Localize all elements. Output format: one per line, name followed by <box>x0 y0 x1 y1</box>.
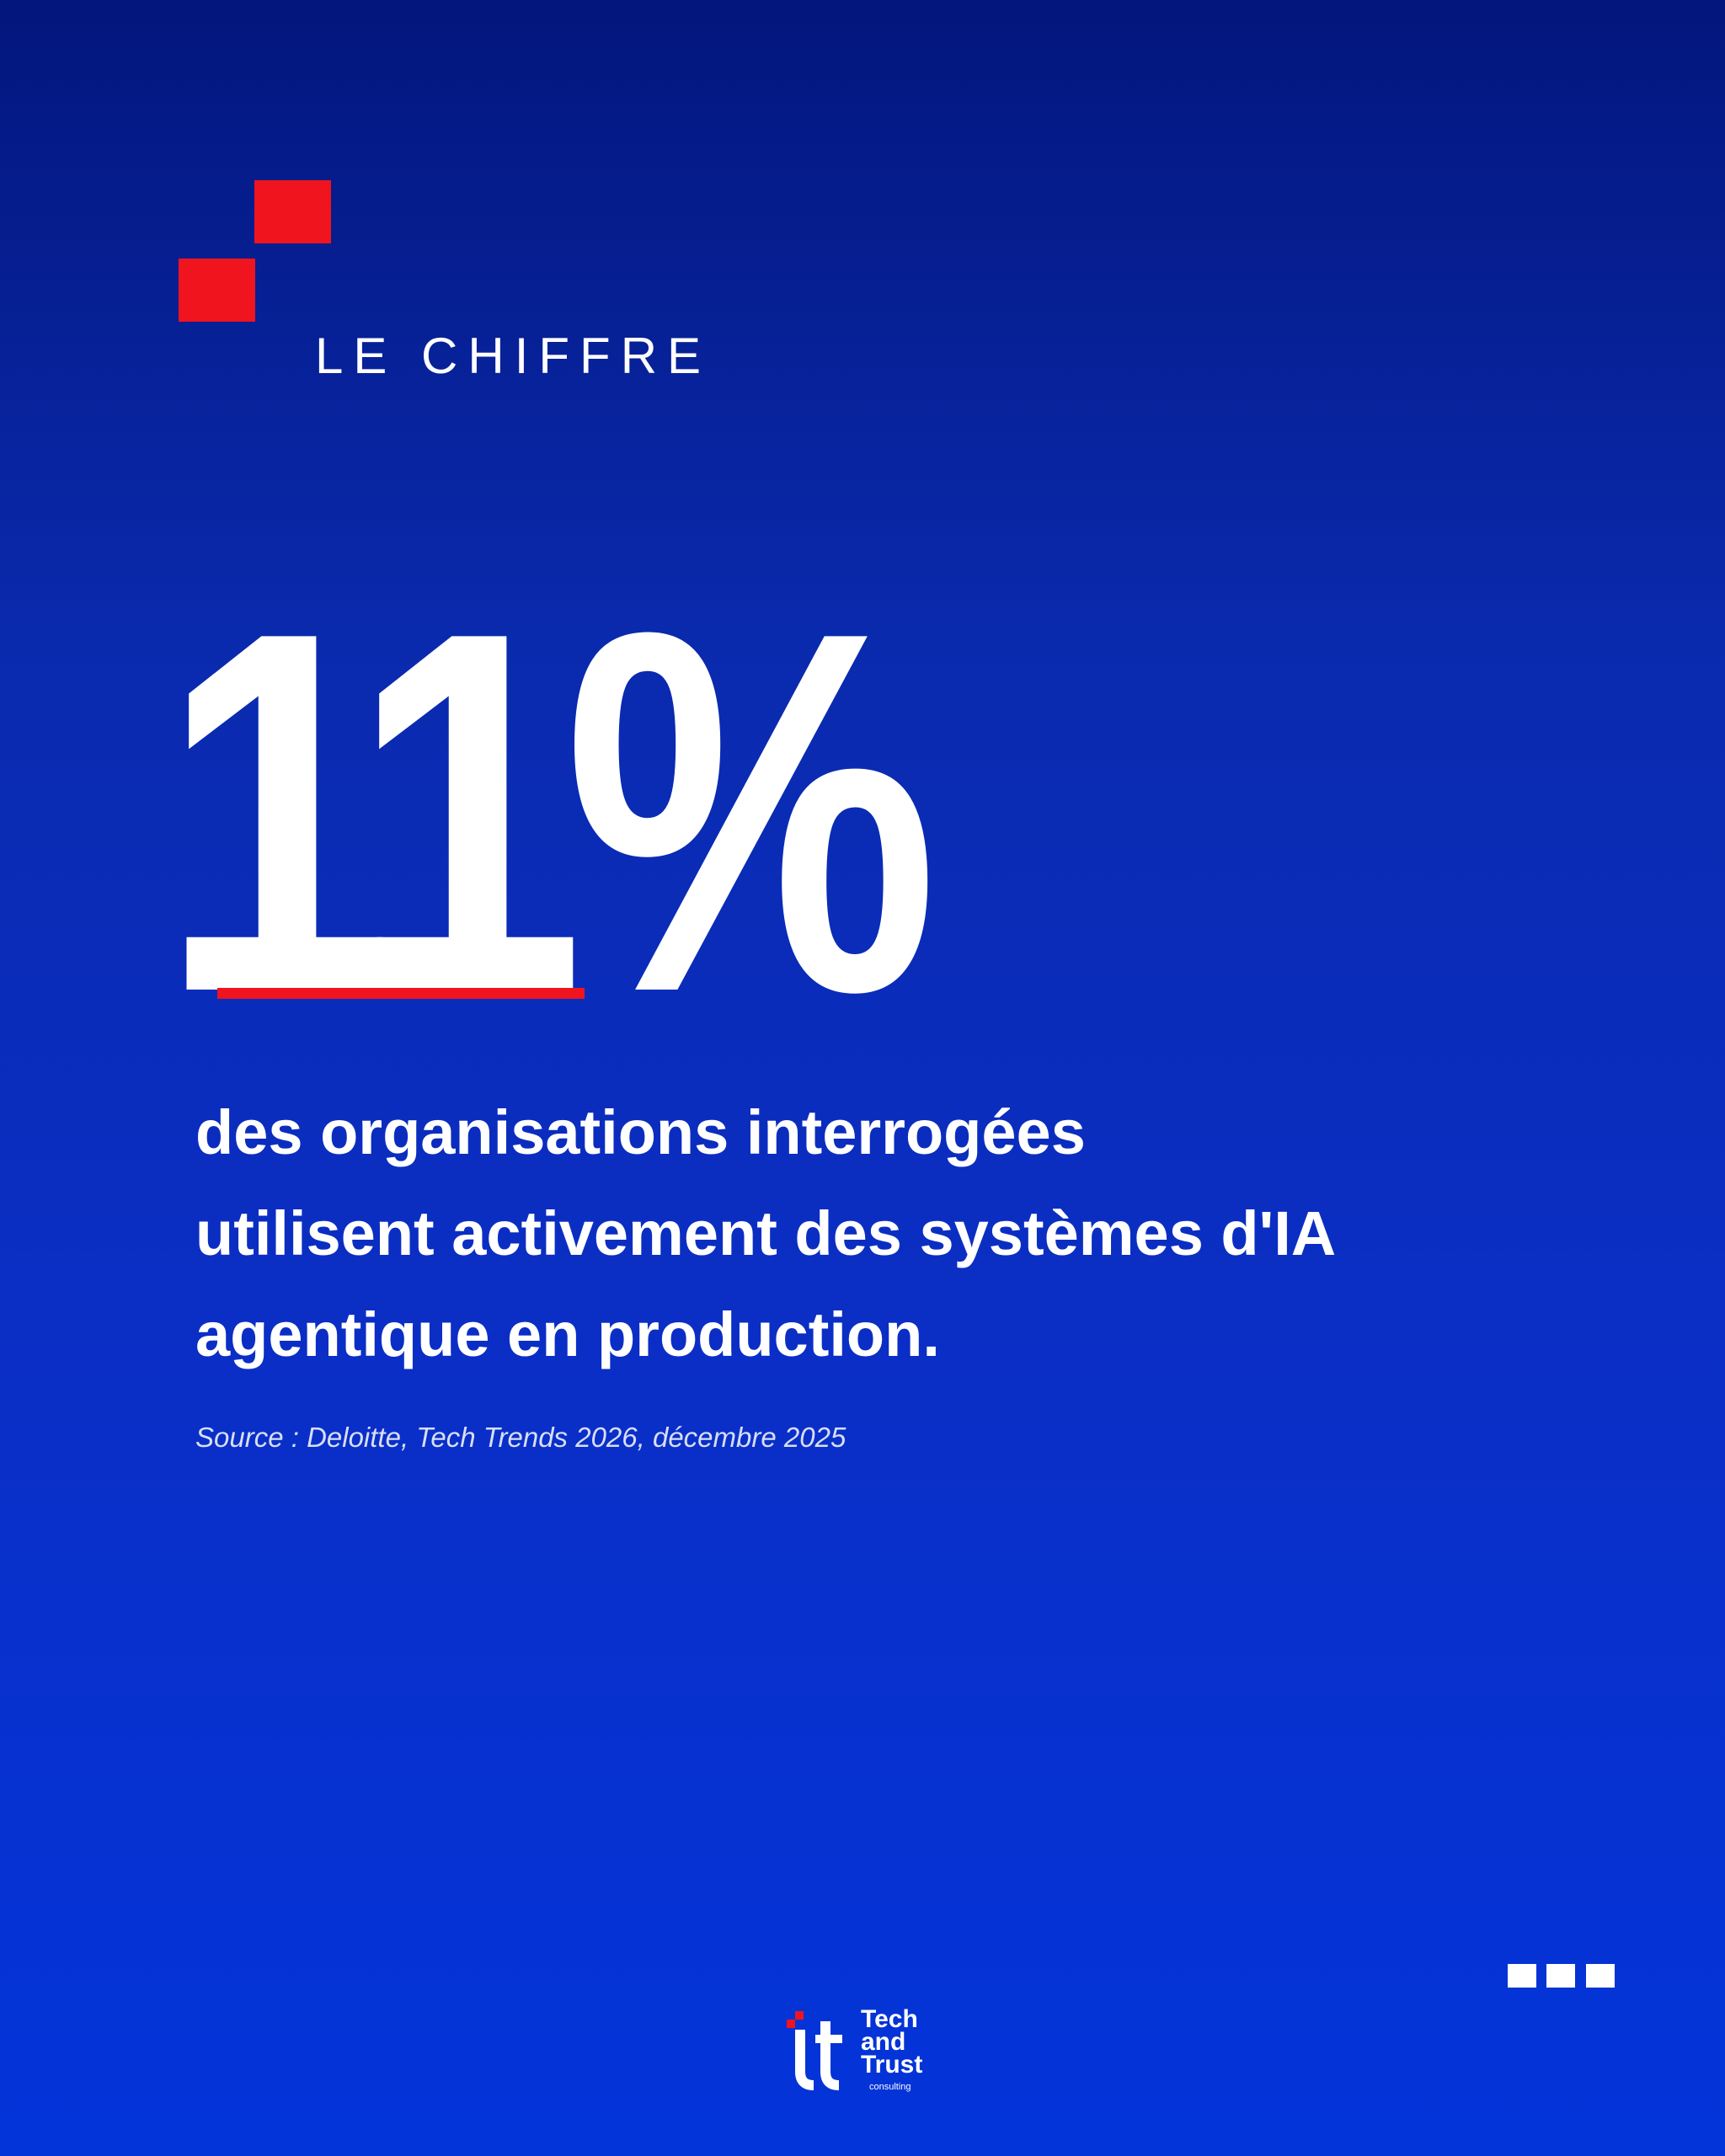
underline <box>217 988 585 999</box>
logo-line: Trust <box>861 2051 923 2079</box>
logo-mark <box>787 2011 842 2090</box>
statement-line: agentique en production. <box>195 1299 940 1369</box>
red-square <box>179 259 255 322</box>
dot <box>1586 1964 1615 1988</box>
logo-line: Tech <box>861 2005 918 2033</box>
dot <box>1546 1964 1575 1988</box>
logo-tagline: consulting <box>869 2082 911 2092</box>
logo-line: and <box>861 2028 906 2056</box>
logo-text: Tech and Trust <box>861 2005 923 2079</box>
source: Source : Deloitte, Tech Trends 2026, déc… <box>195 1422 846 1453</box>
red-square <box>254 180 331 243</box>
statement-line: utilisent activement des systèmes d'IA <box>195 1198 1337 1268</box>
statement-line: des organisations interrogées <box>195 1097 1086 1167</box>
statement: des organisations interrogées utilisent … <box>195 1082 1336 1385</box>
dot <box>1508 1964 1536 1988</box>
section-label: LE CHIFFRE <box>315 328 712 384</box>
key-figure: 11% <box>160 526 938 1099</box>
